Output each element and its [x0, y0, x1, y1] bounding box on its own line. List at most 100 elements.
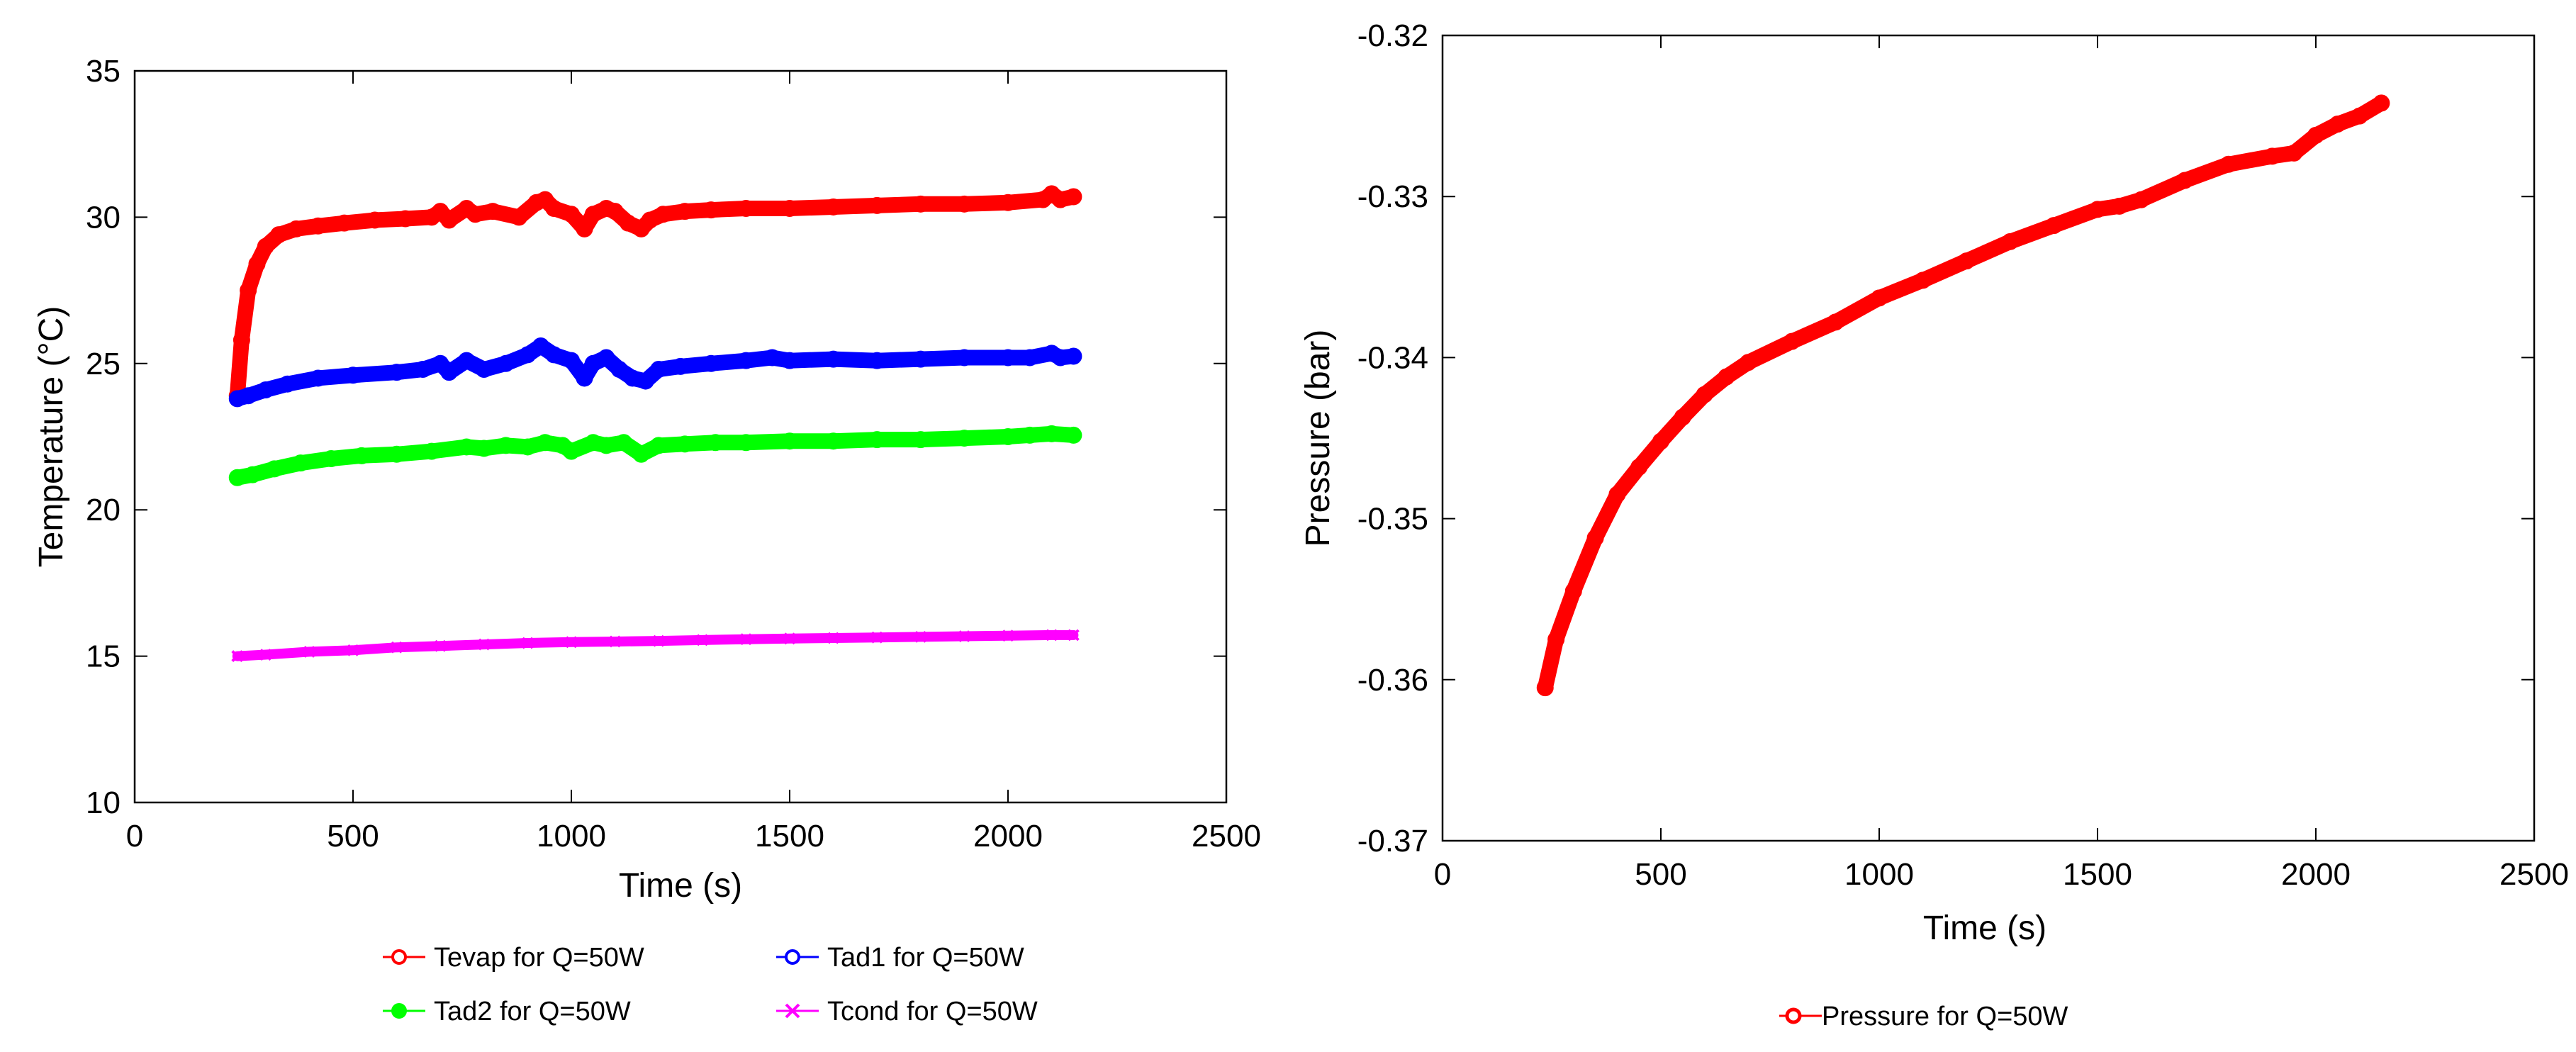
data-point: [1564, 582, 1582, 600]
y-tick-label: 35: [86, 54, 121, 89]
data-point: [309, 217, 327, 235]
data-point: [1674, 408, 1691, 426]
data-point: [2329, 115, 2346, 133]
axis-ticks: [134, 70, 1227, 803]
data-point: [1652, 432, 1669, 450]
data-point: [2351, 107, 2368, 125]
data-point: [231, 650, 244, 663]
data-point: [610, 361, 628, 379]
y-tick-label: -0.32: [1357, 18, 1428, 53]
legend-marker: [391, 1003, 407, 1019]
data-point: [475, 361, 493, 379]
y-tick-label: 25: [86, 347, 121, 381]
data-point: [545, 200, 563, 218]
data-point: [266, 460, 284, 478]
legend-item-tevap: Tevap for Q=50W: [383, 943, 644, 973]
x-tick-label: 2500: [1192, 819, 1261, 854]
y-tick-label: 15: [86, 639, 121, 674]
data-point: [458, 352, 476, 369]
data-point: [2373, 94, 2390, 112]
data-point: [956, 430, 973, 447]
data-point: [563, 352, 580, 369]
data-point: [366, 211, 383, 229]
data-point: [414, 361, 432, 379]
x-tick-label: 1500: [2063, 857, 2132, 892]
data-point: [999, 349, 1017, 366]
data-point: [2307, 126, 2324, 144]
data-point: [478, 638, 491, 651]
legend-label: Tcond for Q=50W: [827, 997, 1038, 1026]
series-0: [1536, 94, 2390, 697]
data-point: [537, 434, 554, 452]
series-3: [231, 629, 1080, 663]
data-point: [696, 634, 709, 647]
data-point: [434, 639, 447, 652]
data-point: [958, 630, 970, 642]
data-point: [1021, 426, 1038, 444]
data-point: [257, 381, 274, 398]
x-tick-label: 0: [126, 819, 143, 854]
series-0: [228, 185, 1082, 405]
data-point: [1608, 486, 1626, 503]
data-point: [240, 281, 257, 299]
data-point: [956, 195, 973, 213]
data-point: [783, 632, 796, 645]
data-point: [391, 641, 403, 654]
plot-frame: [1441, 34, 2536, 842]
data-point: [519, 346, 537, 364]
series-1: [228, 337, 1082, 408]
data-point: [2219, 155, 2237, 173]
data-point: [824, 432, 842, 450]
x-tick-label: 1000: [1844, 857, 1914, 892]
data-point: [737, 352, 755, 369]
data-point: [2089, 201, 2106, 218]
data-point: [739, 633, 752, 646]
data-point: [763, 349, 781, 366]
legend: Tevap for Q=50W Tad1 for Q=50W Tad2 for …: [383, 943, 1038, 1026]
y-tick-label: -0.35: [1357, 502, 1428, 537]
data-point: [257, 237, 274, 255]
series-2: [228, 425, 1082, 486]
data-point: [388, 364, 405, 381]
data-point: [2176, 172, 2194, 189]
data-point: [1718, 368, 1735, 386]
data-point: [868, 352, 886, 369]
data-point: [1547, 631, 1565, 648]
data-point: [702, 201, 720, 219]
data-point: [1536, 679, 1554, 697]
data-point: [440, 364, 458, 381]
data-point: [702, 354, 720, 372]
data-point: [345, 366, 362, 384]
data-point: [532, 337, 549, 355]
data-point: [914, 630, 927, 643]
legend-item-tad1: Tad1 for Q=50W: [776, 943, 1024, 973]
data-point: [1783, 332, 1801, 350]
x-tick-labels: 0 500 1000 1500 2000 2500: [126, 819, 1261, 854]
temperature-chart: 0 500 1000 1500 2000 2500 10 15 20 25 30 35 Time (…: [33, 54, 1261, 1026]
pressure-chart: 0 500 1000 1500 2000 2500 -0.37-0.36-0.35-0.3…: [1299, 18, 2569, 1031]
data-point: [2045, 217, 2063, 235]
data-point: [1630, 458, 1648, 476]
data-point: [606, 203, 624, 220]
legend-marker: [391, 949, 407, 965]
y-tick-label: 20: [86, 493, 121, 527]
data-point: [248, 255, 266, 273]
data-point: [279, 375, 296, 393]
y-tick-label: 30: [86, 200, 121, 235]
data-point: [309, 369, 327, 387]
data-point: [2110, 197, 2128, 215]
y-axis-label: Pressure (bar): [1299, 330, 1337, 547]
data-point: [827, 632, 840, 644]
data-point: [956, 349, 973, 366]
y-tick-label: -0.36: [1357, 663, 1428, 698]
data-point: [598, 349, 615, 366]
data-point: [353, 447, 371, 464]
data-point: [422, 442, 440, 460]
data-point: [999, 428, 1017, 445]
data-point: [510, 208, 528, 226]
data-point: [652, 634, 665, 647]
x-tick-label: 1500: [755, 819, 824, 854]
data-point: [521, 637, 534, 649]
data-point: [458, 438, 476, 456]
